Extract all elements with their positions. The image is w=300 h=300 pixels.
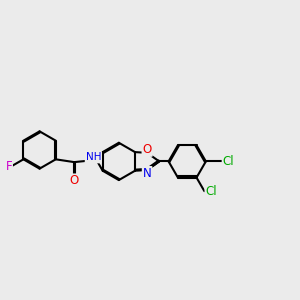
Text: Cl: Cl (206, 185, 217, 198)
Text: Cl: Cl (223, 155, 234, 168)
Text: O: O (70, 174, 79, 188)
Text: N: N (143, 167, 152, 180)
Text: NH: NH (85, 152, 101, 163)
Text: O: O (142, 143, 152, 156)
Text: F: F (5, 160, 12, 173)
